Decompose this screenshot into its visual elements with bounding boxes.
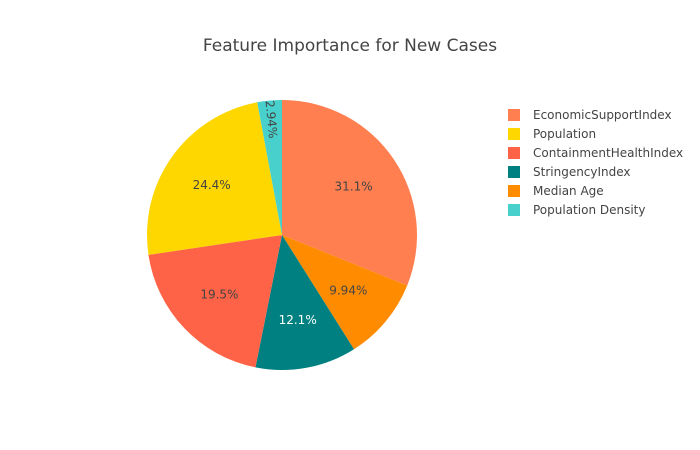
- legend-label: StringencyIndex: [533, 165, 631, 179]
- pie-slice-stringencyindex[interactable]: [255, 235, 354, 370]
- pie-slice-label: 9.94%: [329, 283, 367, 297]
- legend-item-median-age[interactable]: Median Age: [508, 184, 604, 198]
- pie-slice-label: 2.94%: [263, 100, 280, 139]
- pie-slice-economicsupportindex[interactable]: [282, 100, 418, 286]
- pie-slice-label: 12.1%: [279, 313, 317, 327]
- legend-label: EconomicSupportIndex: [533, 108, 672, 122]
- legend-item-population[interactable]: Population: [508, 127, 596, 141]
- legend-item-population-density[interactable]: Population Density: [508, 203, 645, 217]
- legend-swatch: [508, 185, 520, 197]
- pie-slices: [146, 100, 418, 370]
- pie-slice-containmenthealthindex[interactable]: [148, 235, 282, 368]
- legend-item-economicsupportindex[interactable]: EconomicSupportIndex: [508, 108, 672, 122]
- pie-slice-labels: 31.1% 9.94% 12.1% 19.5% 24.4% 2.94%: [193, 100, 373, 327]
- pie-slice-population[interactable]: [146, 102, 282, 255]
- legend-swatch: [508, 147, 520, 159]
- legend-label: Population: [533, 127, 596, 141]
- pie-slice-population-density[interactable]: [257, 100, 282, 235]
- chart-title: Feature Importance for New Cases: [203, 36, 497, 56]
- legend-swatch: [508, 109, 520, 121]
- legend-item-stringencyindex[interactable]: StringencyIndex: [508, 165, 631, 179]
- legend-swatch: [508, 166, 520, 178]
- pie-slice-median-age[interactable]: [282, 235, 408, 350]
- legend-label: Median Age: [533, 184, 604, 198]
- legend-label: Population Density: [533, 203, 645, 217]
- legend[interactable]: EconomicSupportIndex Population Containmen…: [508, 108, 683, 217]
- pie-slice-label: 24.4%: [193, 178, 231, 192]
- legend-item-containmenthealthindex[interactable]: ContainmentHealthIndex: [508, 146, 683, 160]
- pie-slice-label: 31.1%: [335, 180, 373, 194]
- legend-label: ContainmentHealthIndex: [533, 146, 683, 160]
- legend-swatch: [508, 128, 520, 140]
- pie-slice-label: 19.5%: [200, 288, 238, 302]
- legend-swatch: [508, 204, 520, 216]
